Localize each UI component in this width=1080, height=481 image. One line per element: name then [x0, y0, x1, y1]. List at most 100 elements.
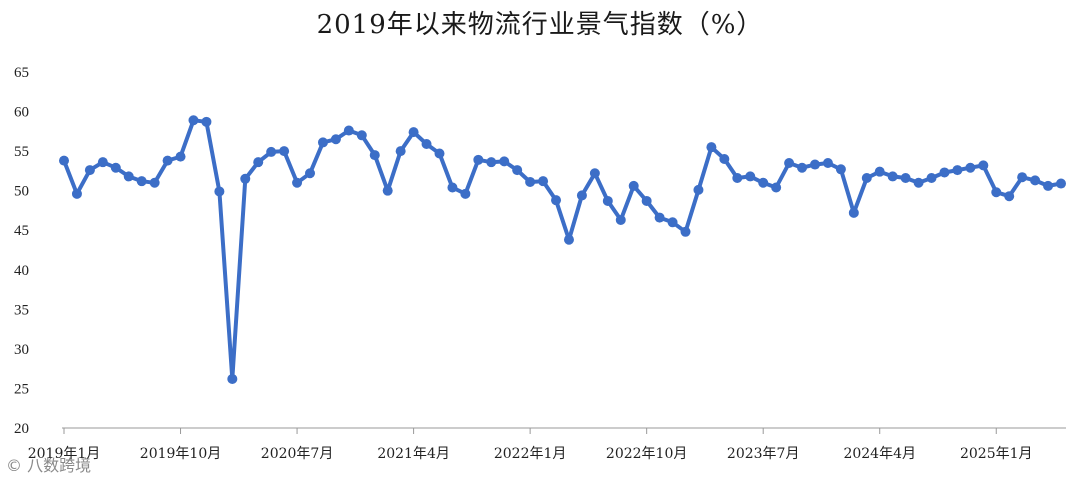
data-point	[576, 190, 587, 201]
data-point	[797, 162, 808, 173]
data-point	[874, 166, 885, 177]
chart-title: 2019年以来物流行业景气指数（%）	[316, 10, 764, 40]
x-tick-label: 2023年7月	[727, 446, 800, 462]
data-point	[784, 157, 795, 168]
data-point	[421, 138, 432, 149]
data-point	[926, 173, 937, 184]
data-point	[279, 146, 290, 157]
data-point	[822, 157, 833, 168]
x-tick-label: 2025年1月	[960, 446, 1033, 462]
data-point	[525, 176, 536, 187]
y-tick-label: 20	[14, 421, 29, 437]
y-tick-label: 60	[14, 105, 29, 121]
x-tick-label: 2024年4月	[843, 446, 916, 462]
data-point	[719, 154, 730, 165]
y-axis-ticks: 20 25 30 35 40 45 50 55 60 65	[14, 65, 29, 437]
data-point	[240, 173, 251, 184]
data-point	[745, 171, 756, 182]
y-tick-label: 55	[14, 144, 29, 160]
data-point	[356, 130, 367, 141]
y-tick-label: 50	[14, 184, 29, 200]
y-tick-label: 30	[14, 342, 29, 358]
data-point	[680, 226, 691, 237]
data-point	[1056, 178, 1066, 189]
data-point	[615, 214, 626, 225]
data-point	[201, 116, 212, 127]
x-tick-label: 2022年1月	[494, 446, 567, 462]
y-tick-label: 45	[14, 223, 29, 239]
data-point	[667, 217, 678, 228]
x-axis-ticks: 2019年1月 2019年10月 2020年7月 2021年4月 2022年1月 2022…	[28, 428, 1033, 462]
data-point	[913, 177, 924, 188]
data-point	[641, 195, 652, 206]
data-point	[59, 155, 69, 166]
y-tick-label: 35	[14, 302, 29, 318]
data-point	[292, 177, 303, 188]
data-point	[434, 148, 445, 159]
data-point	[149, 177, 160, 188]
data-point	[758, 177, 769, 188]
data-point	[1043, 180, 1054, 191]
data-point	[693, 184, 704, 195]
y-tick-label: 25	[14, 381, 29, 397]
data-point	[382, 185, 393, 196]
data-point	[965, 162, 976, 173]
data-point	[253, 157, 264, 168]
data-point	[706, 142, 717, 153]
data-point	[227, 373, 238, 384]
x-tick-label: 2019年10月	[140, 446, 221, 462]
data-point	[538, 176, 549, 187]
data-point	[162, 155, 173, 166]
x-tick-label: 2021年4月	[377, 446, 450, 462]
data-point	[395, 146, 406, 157]
data-point	[499, 156, 510, 167]
watermark: © 八数跨境	[6, 456, 92, 475]
y-tick-label: 65	[14, 65, 29, 81]
data-point	[71, 188, 82, 199]
data-point	[266, 146, 277, 157]
data-point	[628, 180, 639, 191]
data-point	[589, 168, 600, 179]
data-point	[602, 195, 613, 206]
data-point	[848, 207, 859, 218]
data-point	[654, 212, 665, 223]
data-point	[563, 234, 574, 245]
data-point	[939, 167, 950, 178]
data-point	[110, 162, 121, 173]
data-point	[771, 182, 782, 193]
x-tick-label: 2019年1月	[28, 446, 101, 462]
data-point	[330, 134, 341, 145]
data-point	[97, 157, 108, 168]
series-points	[59, 115, 1066, 384]
data-point	[551, 195, 562, 206]
data-point	[188, 115, 199, 126]
data-point	[460, 188, 471, 199]
data-point	[486, 157, 497, 168]
data-point	[473, 154, 484, 165]
data-point	[343, 125, 354, 136]
data-point	[136, 176, 147, 187]
data-point	[809, 159, 820, 170]
data-point	[84, 165, 95, 176]
x-tick-label: 2020年7月	[261, 446, 334, 462]
data-point	[978, 160, 989, 171]
y-tick-label: 40	[14, 263, 29, 279]
data-point	[861, 173, 872, 184]
data-point	[1030, 175, 1041, 186]
data-point	[175, 151, 186, 162]
data-point	[512, 165, 523, 176]
data-point	[369, 150, 380, 161]
data-point	[952, 165, 963, 176]
data-point	[447, 182, 458, 193]
data-point	[900, 173, 911, 184]
data-point	[1004, 191, 1015, 202]
data-point	[732, 173, 743, 184]
x-tick-label: 2022年10月	[606, 446, 687, 462]
data-point	[408, 127, 419, 138]
data-point	[123, 171, 134, 182]
data-point	[1017, 172, 1028, 183]
data-point	[835, 164, 846, 175]
data-point	[317, 137, 328, 148]
series-line	[62, 118, 1063, 381]
